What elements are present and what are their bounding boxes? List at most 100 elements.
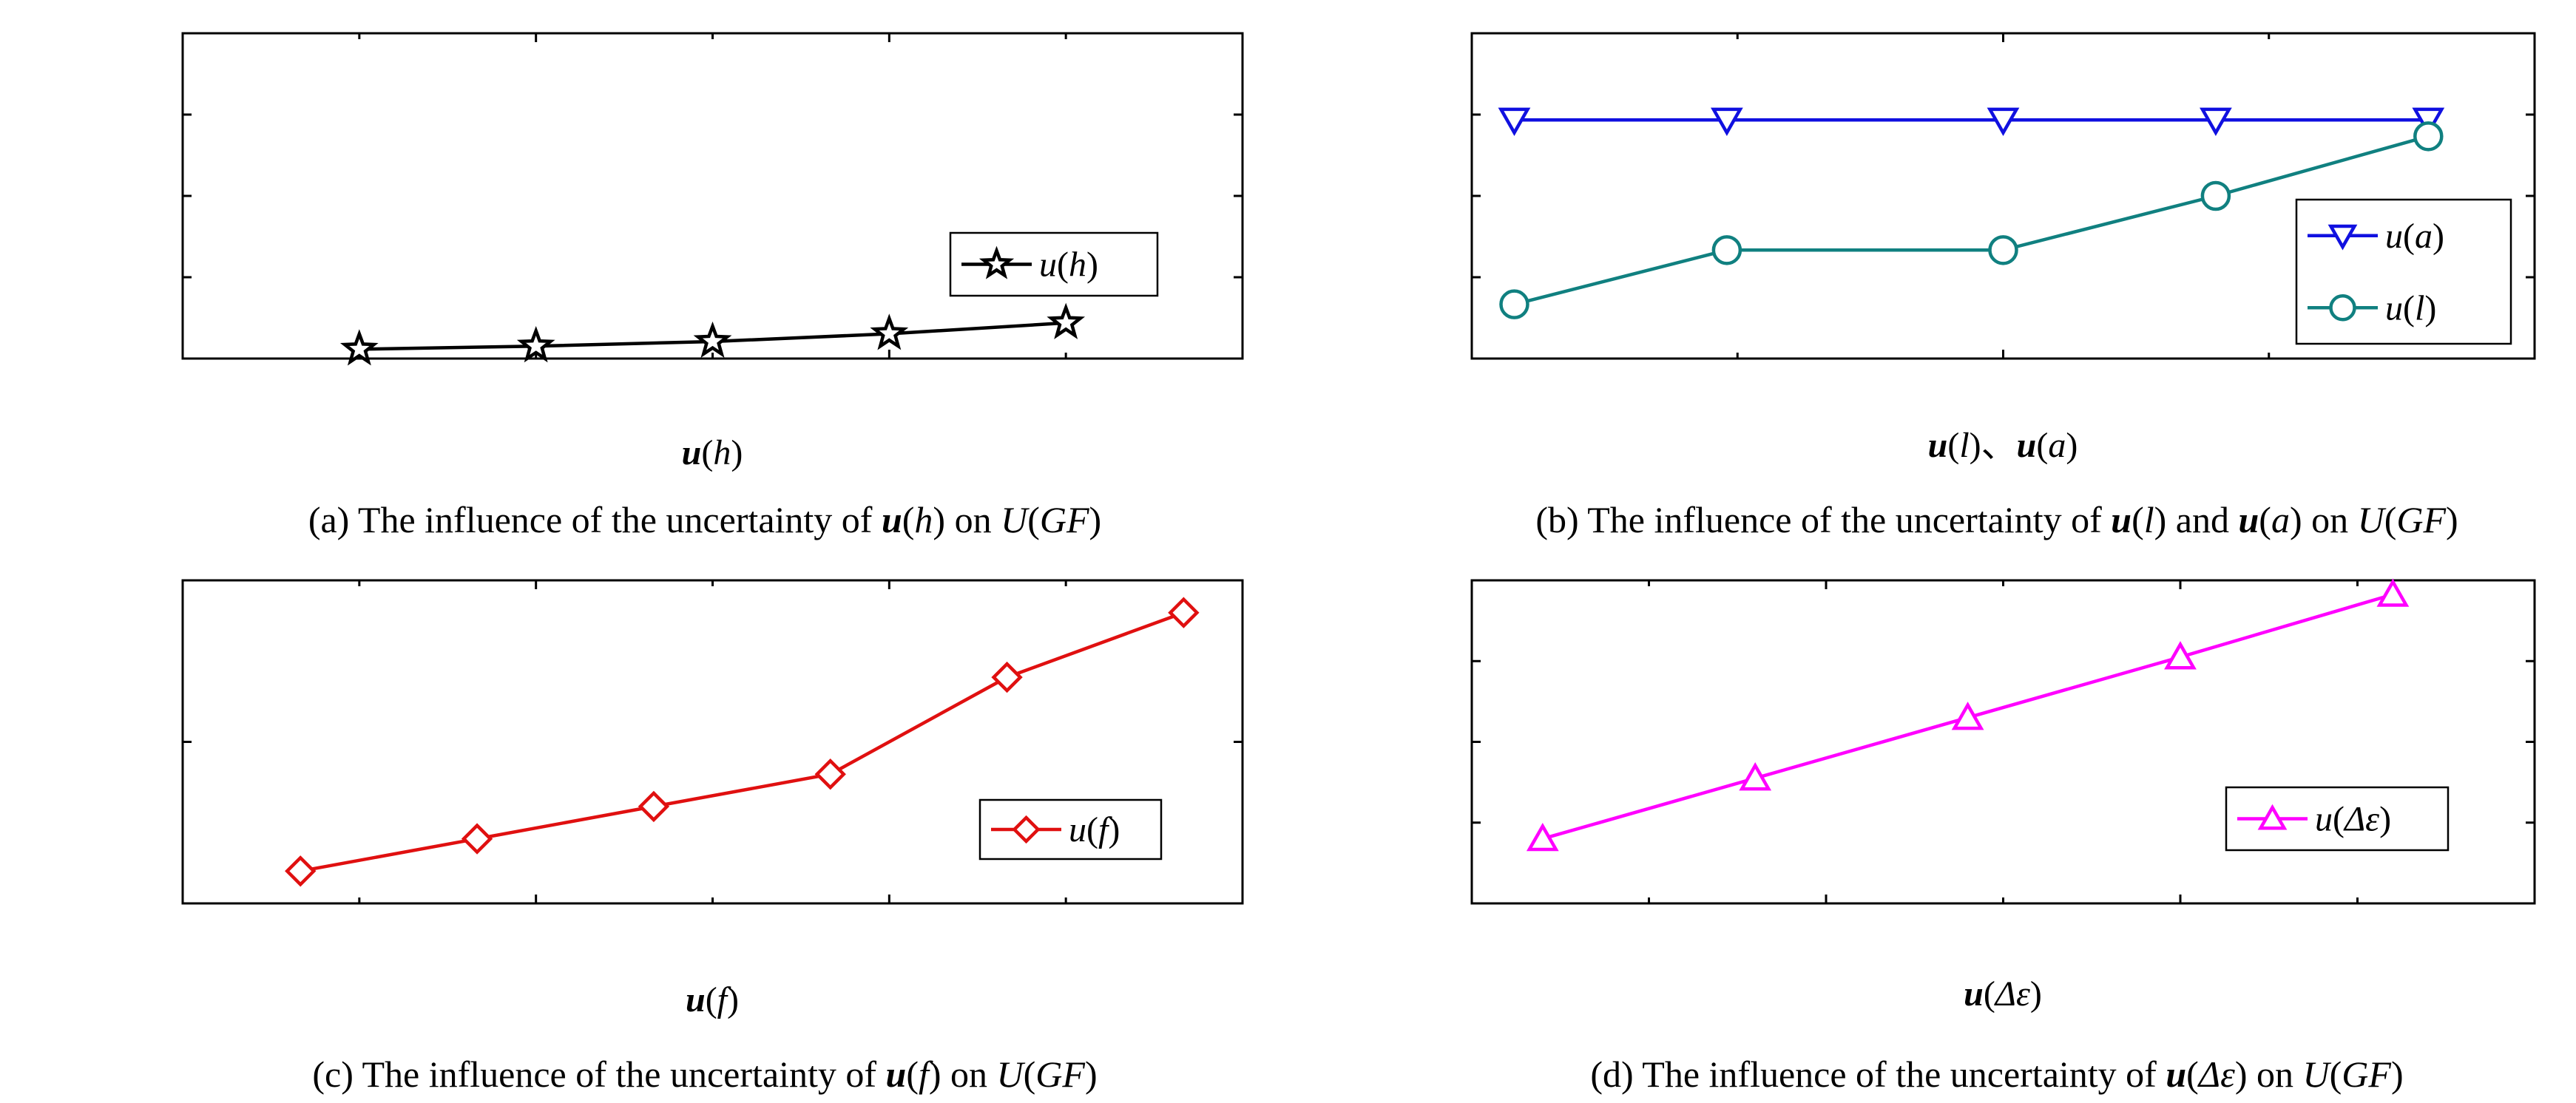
plot-frame [1470,579,2536,905]
panel-caption-part: ( [2132,499,2144,540]
panel-caption-part: h [914,499,933,540]
panel-caption-part: ( [1024,1053,1036,1095]
legend-label: u(a) [2385,217,2444,256]
legend-label-part: ( [2333,800,2345,839]
data-point [461,823,493,855]
data-point [339,329,379,366]
x-axis-label-part: ( [1984,974,1995,1014]
legend-label-part: ) [2424,288,2436,327]
panel-caption-part: U [2358,499,2387,540]
legend-label-part: ) [1086,245,1098,285]
panel-caption-part: Δε [2197,1053,2235,1095]
chart-panel-a: u(h)u(h)(a) The influence of the uncerta… [181,32,1244,540]
panel-caption-part: ) on [933,499,1001,540]
x-axis-label-part: ) [2066,426,2078,465]
panel-caption-part: ) on [2290,499,2358,540]
data-point [1987,107,2020,136]
panel-caption-part: ) [1089,499,1102,540]
x-axis-label-part: ( [701,433,713,472]
legend-label-part: h [1069,245,1086,285]
panel-caption-part: GF [2396,499,2446,540]
panel-caption-part: ( [902,499,915,540]
legend-label-part: ) [2433,217,2444,256]
panel-caption-part: ( [906,1053,919,1095]
legend-label-part: u [2385,217,2403,256]
series-line-c-0 [300,611,1185,873]
panel-caption-part: ( [2186,1053,2199,1095]
legend-swatch-marker [2327,224,2358,251]
legend-label-part: ( [1057,245,1069,285]
panel-caption-part: (d) The influence of the uncertainty of [1590,1053,2166,1095]
panel-caption-part: ) on [2235,1053,2303,1095]
panel-caption-part: U [1001,499,1030,540]
legend-swatch-marker [2257,804,2288,830]
plot-frame [181,32,1244,360]
panel-caption-part: (b) The influence of the uncertainty of [1535,499,2111,540]
x-axis-label: u(h) [682,433,743,472]
data-point [638,790,670,823]
x-axis-label-part: ( [2036,426,2048,465]
panel-caption: (c) The influence of the uncertainty of … [312,1053,1097,1095]
panel-caption-part: u [886,1053,907,1095]
legend-label: u(h) [1039,245,1098,285]
panel-caption-part: a [2271,499,2290,540]
legend-swatch-marker [2329,294,2356,322]
legend-label-part: u [1069,810,1086,849]
panel-caption-part: U [997,1053,1026,1095]
data-point [2200,180,2231,211]
data-point [285,855,317,887]
data-point [814,758,846,790]
panel-caption-part: ) on [929,1053,997,1095]
x-axis-label-part: Δε [1994,974,2030,1014]
legend-label-part: ) [1108,810,1120,849]
panel-caption-part: ( [2259,499,2271,540]
data-point [2376,578,2410,607]
data-point [1951,702,1984,730]
panel-caption-part: l [2144,499,2154,540]
panel-caption-part: ( [1027,499,1040,540]
panel-caption-part: ( [2384,499,2397,540]
data-point [1526,822,1559,852]
x-axis-label-part: ) [727,980,739,1019]
data-point [1711,235,1742,265]
panel-caption-part: GF [1035,1053,1085,1095]
series-line-b-1 [1513,135,2429,306]
legend-label: u(f) [1069,810,1120,849]
panel-caption: (d) The influence of the uncertainty of … [1590,1053,2403,1095]
legend-label-part: Δε [2343,800,2379,839]
panel-caption-part: U [2303,1053,2332,1095]
legend-label-part: l [2415,288,2424,327]
panel-caption-part: u [882,499,902,540]
legend-label: u(l) [2385,288,2436,327]
legend-label-part: ) [2379,800,2391,839]
panel-caption: (b) The influence of the uncertainty of … [1535,499,2458,540]
data-point [1168,597,1200,628]
panel-caption-part: ) [2446,499,2458,540]
x-axis-label-part: ( [706,980,717,1019]
x-axis-label-part: u [1964,974,1984,1014]
panel-caption-part: ) [2391,1053,2404,1095]
panel-caption-part: GF [2342,1053,2391,1095]
panel-caption-part: (c) The influence of the uncertainty of [312,1053,885,1095]
x-axis-label-part: ) [2030,974,2042,1014]
panel-caption-part: GF [1040,499,1089,540]
data-point [1988,235,2018,265]
x-axis-label-part: ) [731,433,743,472]
chart-panel-d: u(Δε)u(Δε)(d) The influence of the uncer… [1470,578,2536,1095]
x-axis-label: u(l)、u(a) [1928,426,2078,465]
data-point [991,661,1023,693]
data-point [2412,107,2445,136]
panel-caption-part: ( [2330,1053,2342,1095]
data-point [870,313,909,350]
legend-box [2295,198,2512,345]
legend-label-part: ( [2403,288,2415,327]
x-axis-label-part: u [682,433,702,472]
data-point [1739,762,1772,791]
x-axis-label-part: a [2048,426,2066,465]
data-point [1047,302,1086,339]
x-axis-label-part: u [686,980,706,1019]
panel-caption: (a) The influence of the uncertainty of … [308,499,1101,540]
legend-swatch-marker [1012,815,1041,844]
data-point [2164,641,2197,670]
